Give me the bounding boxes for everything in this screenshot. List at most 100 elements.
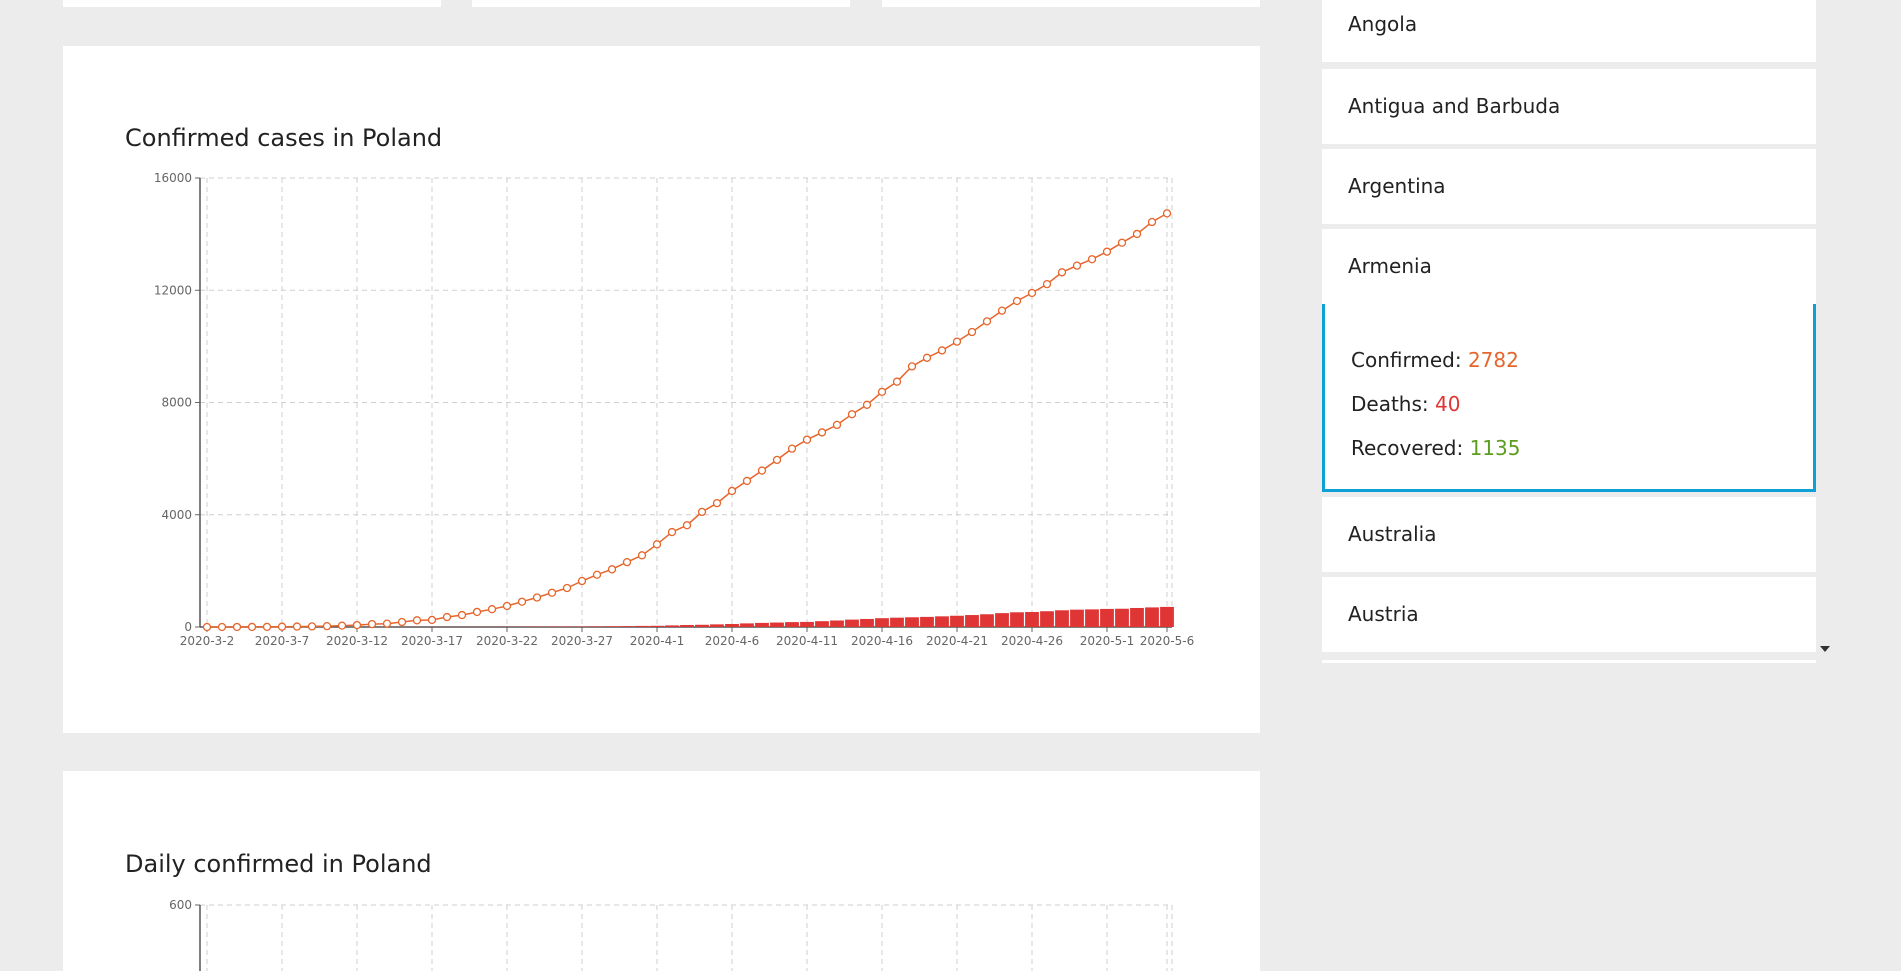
data-point	[474, 608, 481, 615]
data-point	[1119, 239, 1126, 246]
bar	[620, 626, 634, 627]
data-point	[879, 388, 886, 395]
data-point	[909, 363, 916, 370]
data-point	[1044, 281, 1051, 288]
data-point	[219, 624, 226, 631]
data-point	[1074, 262, 1081, 269]
data-point	[834, 421, 841, 428]
country-label: Antigua and Barbuda	[1348, 94, 1560, 118]
country-label: Australia	[1348, 522, 1436, 546]
data-point	[294, 623, 301, 630]
bar	[950, 616, 964, 627]
bar	[725, 624, 739, 627]
data-point	[999, 307, 1006, 314]
bar	[710, 624, 724, 627]
bar	[590, 626, 604, 627]
data-point	[1134, 230, 1141, 237]
data-point	[1164, 210, 1171, 217]
x-tick-label: 2020-3-12	[326, 634, 388, 648]
y-tick-label: 8000	[161, 396, 192, 410]
country-item-next-partial[interactable]	[1322, 660, 1816, 663]
country-item-antigua-and-barbuda[interactable]: Antigua and Barbuda	[1322, 69, 1816, 144]
country-item-angola[interactable]: Angola	[1322, 0, 1816, 62]
bar	[635, 626, 649, 627]
country-label: Angola	[1348, 12, 1417, 36]
bar	[995, 613, 1009, 627]
country-item-armenia[interactable]: Armenia	[1322, 229, 1816, 304]
bar	[1025, 612, 1039, 627]
x-tick-label: 2020-4-26	[1001, 634, 1063, 648]
deaths-label: Deaths:	[1351, 392, 1429, 416]
data-point	[864, 401, 871, 408]
data-point	[609, 566, 616, 573]
x-tick-label: 2020-4-16	[851, 634, 913, 648]
data-point	[594, 571, 601, 578]
y-tick-label: 0	[184, 620, 192, 634]
bar	[1070, 610, 1084, 627]
data-point	[564, 585, 571, 592]
data-point	[1014, 297, 1021, 304]
bar	[890, 618, 904, 627]
bar	[785, 622, 799, 627]
data-point	[1104, 248, 1111, 255]
y-tick-label: 12000	[154, 283, 192, 297]
x-tick-label: 2020-5-6	[1140, 634, 1194, 648]
confirmed-stat: Confirmed: 2782	[1351, 348, 1519, 372]
bar	[965, 615, 979, 627]
country-label: Austria	[1348, 602, 1419, 626]
data-point	[309, 623, 316, 630]
daily-chart: 600	[63, 771, 1260, 971]
country-item-argentina[interactable]: Argentina	[1322, 149, 1816, 224]
data-point	[399, 619, 406, 626]
x-tick-label: 2020-3-27	[551, 634, 613, 648]
bar	[560, 626, 574, 627]
x-tick-label: 2020-3-22	[476, 634, 538, 648]
country-item-australia[interactable]: Australia	[1322, 497, 1816, 572]
data-point	[579, 578, 586, 585]
data-point	[444, 614, 451, 621]
recovered-value: 1135	[1470, 436, 1521, 460]
bar	[980, 614, 994, 627]
bar	[575, 626, 589, 627]
data-point	[1149, 219, 1156, 226]
recovered-label: Recovered:	[1351, 436, 1463, 460]
data-point	[489, 606, 496, 613]
deaths-value: 40	[1435, 392, 1460, 416]
data-point	[699, 508, 706, 515]
data-point	[549, 589, 556, 596]
scroll-down-arrow-icon[interactable]	[1820, 646, 1830, 652]
data-point	[354, 622, 361, 629]
bar	[1010, 612, 1024, 627]
deaths-stat: Deaths: 40	[1351, 392, 1460, 416]
data-point	[639, 552, 646, 559]
recovered-stat: Recovered: 1135	[1351, 436, 1520, 460]
bar	[605, 626, 619, 627]
bar	[1040, 611, 1054, 627]
data-point	[339, 622, 346, 629]
country-item-austria[interactable]: Austria	[1322, 577, 1816, 652]
stat-card-recovered	[882, 0, 1260, 7]
data-point	[264, 623, 271, 630]
bar	[845, 620, 859, 627]
data-point	[534, 594, 541, 601]
data-point	[759, 467, 766, 474]
data-point	[324, 623, 331, 630]
daily-chart-panel: Daily confirmed in Poland 600	[63, 771, 1260, 971]
data-point	[954, 338, 961, 345]
bar	[650, 626, 664, 627]
bar	[770, 623, 784, 627]
data-point	[774, 456, 781, 463]
data-point	[1089, 256, 1096, 263]
data-point	[789, 445, 796, 452]
bar	[680, 625, 694, 627]
x-tick-label: 2020-5-1	[1080, 634, 1134, 648]
bar	[755, 623, 769, 627]
bar	[1085, 609, 1099, 627]
bar	[815, 621, 829, 627]
confirmed-label: Confirmed:	[1351, 348, 1462, 372]
country-label: Argentina	[1348, 174, 1446, 198]
data-point	[969, 329, 976, 336]
bar	[740, 623, 754, 627]
data-point	[1029, 290, 1036, 297]
